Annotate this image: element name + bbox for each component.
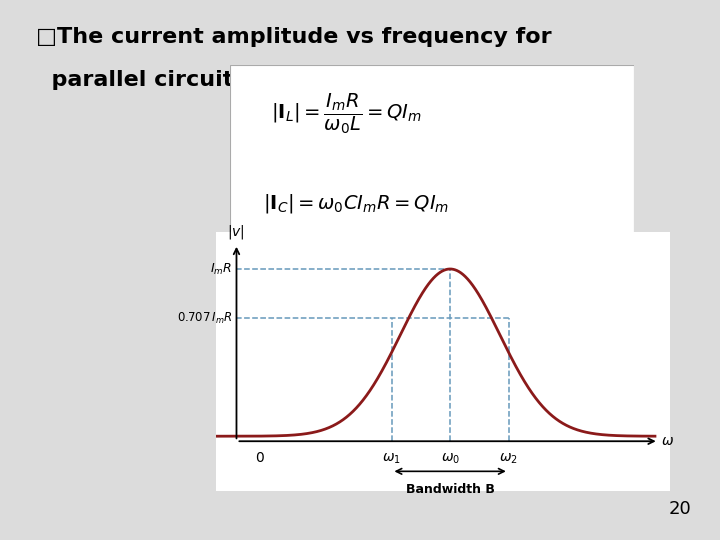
Text: Bandwidth B: Bandwidth B [405, 483, 495, 496]
Text: parallel circuit:: parallel circuit: [36, 70, 242, 90]
Text: $I_m R$: $I_m R$ [210, 261, 232, 276]
Text: $\omega_0$: $\omega_0$ [441, 451, 459, 465]
Text: $\omega_1$: $\omega_1$ [382, 451, 401, 465]
Text: $|v|$: $|v|$ [227, 222, 245, 240]
FancyBboxPatch shape [230, 65, 634, 238]
Text: 0: 0 [256, 451, 264, 465]
Text: $\omega_2$: $\omega_2$ [499, 451, 518, 465]
Text: 20: 20 [668, 501, 691, 518]
Text: $\omega$: $\omega$ [661, 434, 674, 448]
Text: □The current amplitude vs frequency for: □The current amplitude vs frequency for [36, 27, 552, 47]
Text: $0.707\,I_m R$: $0.707\,I_m R$ [176, 310, 232, 326]
Text: $|\mathbf{I}_C| = \omega_0 C I_m R = QI_m$: $|\mathbf{I}_C| = \omega_0 C I_m R = QI_… [263, 192, 449, 214]
Text: $|\mathbf{I}_L| = \dfrac{I_m R}{\omega_0 L} = QI_m$: $|\mathbf{I}_L| = \dfrac{I_m R}{\omega_0… [271, 91, 422, 136]
